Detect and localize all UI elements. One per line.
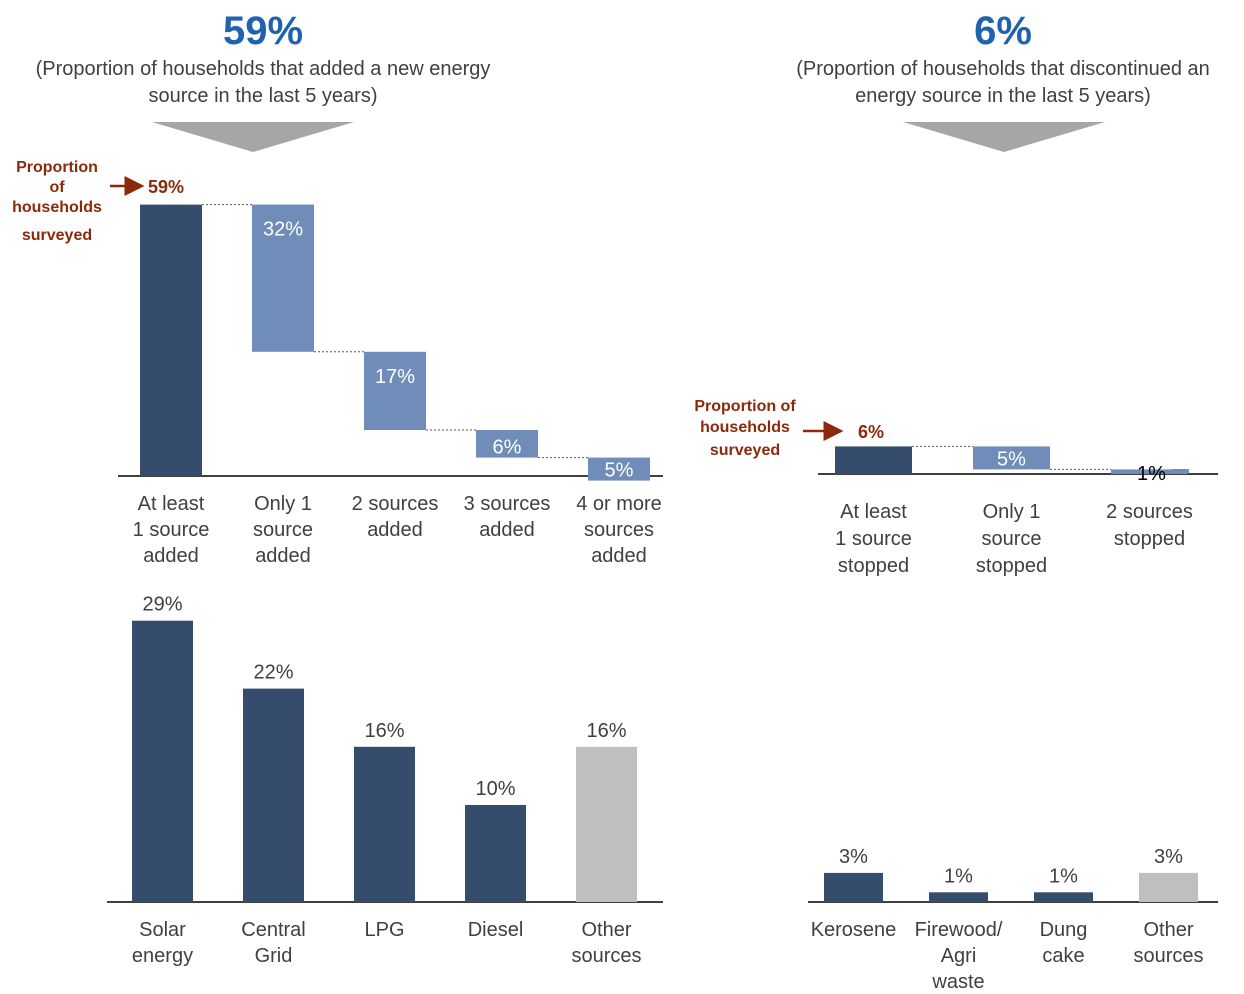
category-label: Grid <box>255 945 293 967</box>
stopped-sources-waterfall: At least 1 source stopped 5% Only 1 source sto… <box>818 445 1218 577</box>
bar <box>1139 872 1198 902</box>
category-label: source <box>253 519 313 541</box>
bar <box>824 872 883 902</box>
data-label: 17% <box>375 366 415 388</box>
left-callout-line1: Proportion <box>16 159 98 176</box>
right-callout-value: 6% <box>858 422 884 442</box>
left-callout-line3: households <box>12 199 102 216</box>
right-subtitle-line1: (Proportion of households that discontin… <box>796 58 1210 80</box>
category-label: Kerosene <box>811 919 897 941</box>
category-label: Only 1 <box>254 493 312 515</box>
data-label: 29% <box>142 594 182 616</box>
data-label: 10% <box>475 778 515 800</box>
right-callout-line1: Proportion of <box>694 398 796 415</box>
bar <box>476 430 538 458</box>
left-callout-line4: surveyed <box>22 227 92 244</box>
bar <box>364 351 426 430</box>
category-label: Diesel <box>468 919 524 941</box>
data-label: 6% <box>493 437 522 459</box>
bar <box>835 446 912 474</box>
category-label: source <box>981 528 1041 550</box>
bar <box>1034 892 1093 902</box>
category-label: energy <box>132 945 193 967</box>
right-headline: 6% <box>974 9 1032 53</box>
bar <box>354 746 415 902</box>
data-label: 3% <box>1154 846 1183 868</box>
category-label: stopped <box>838 555 909 577</box>
right-subtitle-line2: energy source in the last 5 years) <box>855 85 1151 107</box>
category-label: Solar <box>139 919 186 941</box>
left-callout-line2: of <box>49 179 65 196</box>
category-label: LPG <box>364 919 404 941</box>
bar <box>243 688 304 902</box>
data-label: 5% <box>997 448 1026 470</box>
left-subtitle-line2: source in the last 5 years) <box>149 85 378 107</box>
data-label: 3% <box>839 846 868 868</box>
data-label: 22% <box>253 662 293 684</box>
category-label: At least <box>840 501 907 523</box>
category-label: Central <box>241 919 305 941</box>
category-label: added <box>367 519 423 541</box>
left-headline: 59% <box>223 9 303 53</box>
category-label: Other <box>1143 919 1193 941</box>
category-label: cake <box>1042 945 1084 967</box>
category-label: Firewood/ <box>915 919 1003 941</box>
bar <box>588 457 650 481</box>
category-label: added <box>479 519 535 541</box>
category-label: added <box>255 545 311 567</box>
category-label: 2 sources <box>1106 501 1193 523</box>
bar <box>1111 469 1188 474</box>
category-label: Other <box>581 919 631 941</box>
data-label: 5% <box>605 460 634 482</box>
left-subtitle-line1: (Proportion of households that added a n… <box>36 58 491 80</box>
category-label: Dung <box>1040 919 1088 941</box>
right-callout-line3: surveyed <box>710 442 780 459</box>
bar <box>132 620 193 902</box>
left-down-arrow <box>152 122 354 152</box>
category-label: At least <box>138 493 205 515</box>
category-label: 3 sources <box>464 493 551 515</box>
bar <box>465 805 526 902</box>
data-label: 32% <box>263 219 303 241</box>
category-label: sources <box>584 519 654 541</box>
category-label: Only 1 <box>983 501 1041 523</box>
category-label: stopped <box>976 555 1047 577</box>
data-label: 1% <box>944 865 973 887</box>
bar <box>140 204 202 476</box>
category-label: sources <box>1133 945 1203 967</box>
category-label: 2 sources <box>352 493 439 515</box>
category-label: added <box>591 545 647 567</box>
category-label: sources <box>571 945 641 967</box>
data-label: 16% <box>586 720 626 742</box>
bar <box>252 204 314 352</box>
category-label: added <box>143 545 199 567</box>
category-label: Agri <box>941 945 977 967</box>
right-callout-line2: households <box>700 419 790 436</box>
bar <box>929 892 988 902</box>
stopped-energy-type-bars: 3% Kerosene 1% Firewood/Agri waste 1% Dung cake… <box>808 846 1218 993</box>
category-label: 4 or more <box>576 493 662 515</box>
category-label: waste <box>931 971 984 993</box>
data-label: 1% <box>1049 865 1078 887</box>
added-sources-waterfall: At least 1 source added 32% Only 1 source adde… <box>118 204 663 567</box>
bar <box>576 746 637 902</box>
category-label: 1 source <box>835 528 912 550</box>
left-callout-value: 59% <box>148 177 184 197</box>
added-energy-type-bars: 29% Solar energy 22% Central Grid 16% LPG 10% Die… <box>107 594 663 967</box>
right-down-arrow <box>903 122 1105 152</box>
bar <box>1172 469 1189 473</box>
category-label: stopped <box>1114 528 1185 550</box>
bar <box>973 446 1050 470</box>
category-label: 1 source <box>133 519 210 541</box>
data-label: 1% <box>1137 463 1166 485</box>
data-label: 16% <box>364 720 404 742</box>
